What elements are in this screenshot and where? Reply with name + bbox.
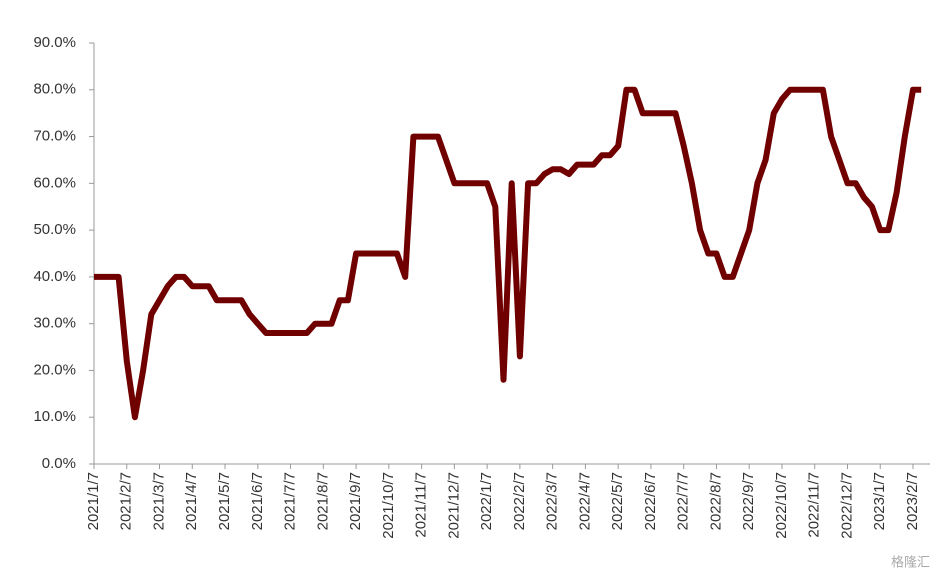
x-tick-label: 2021/1/7	[85, 472, 102, 530]
x-tick-label: 2022/2/7	[511, 472, 528, 530]
x-tick-label: 2021/2/7	[118, 472, 135, 530]
x-tick-label: 2023/2/7	[904, 472, 921, 530]
y-tick-label: 10.0%	[33, 408, 76, 425]
y-tick-label: 90.0%	[33, 34, 76, 51]
x-tick-label: 2021/5/7	[216, 472, 233, 530]
x-tick-label: 2022/4/7	[576, 472, 593, 530]
y-tick-label: 40.0%	[33, 268, 76, 285]
x-tick-label: 2022/5/7	[609, 472, 626, 530]
y-tick-label: 50.0%	[33, 221, 76, 238]
y-tick-label: 30.0%	[33, 315, 76, 332]
x-tick-label: 2022/8/7	[707, 472, 724, 530]
x-tick-label: 2021/11/7	[413, 472, 430, 538]
x-tick-label: 2023/1/7	[871, 472, 888, 530]
x-tick-label: 2021/6/7	[249, 472, 266, 530]
x-tick-label: 2021/3/7	[150, 472, 167, 530]
x-tick-label: 2022/3/7	[544, 472, 561, 530]
y-tick-label: 20.0%	[33, 361, 76, 378]
x-tick-label: 2021/12/7	[445, 472, 462, 539]
x-tick-label: 2021/9/7	[347, 472, 364, 530]
x-tick-label: 2022/11/7	[806, 472, 823, 538]
x-tick-label: 2022/7/7	[675, 472, 692, 530]
x-tick-label: 2022/9/7	[740, 472, 757, 530]
x-tick-label: 2022/1/7	[478, 472, 495, 530]
x-tick-label: 2021/4/7	[183, 472, 200, 530]
y-tick-label: 70.0%	[33, 128, 76, 145]
watermark: 格隆汇	[891, 554, 930, 569]
x-tick-label: 2021/10/7	[380, 472, 397, 539]
y-tick-label: 60.0%	[33, 174, 76, 191]
x-tick-label: 2021/7/7	[282, 472, 299, 530]
y-tick-label: 0.0%	[42, 455, 76, 472]
line-series	[94, 86, 922, 421]
x-tick-label: 2022/6/7	[642, 472, 659, 530]
y-tick-label: 80.0%	[33, 81, 76, 98]
x-tick-label: 2021/8/7	[314, 472, 331, 530]
x-tick-label: 2022/10/7	[773, 472, 790, 539]
x-tick-label: 2022/12/7	[838, 472, 855, 539]
